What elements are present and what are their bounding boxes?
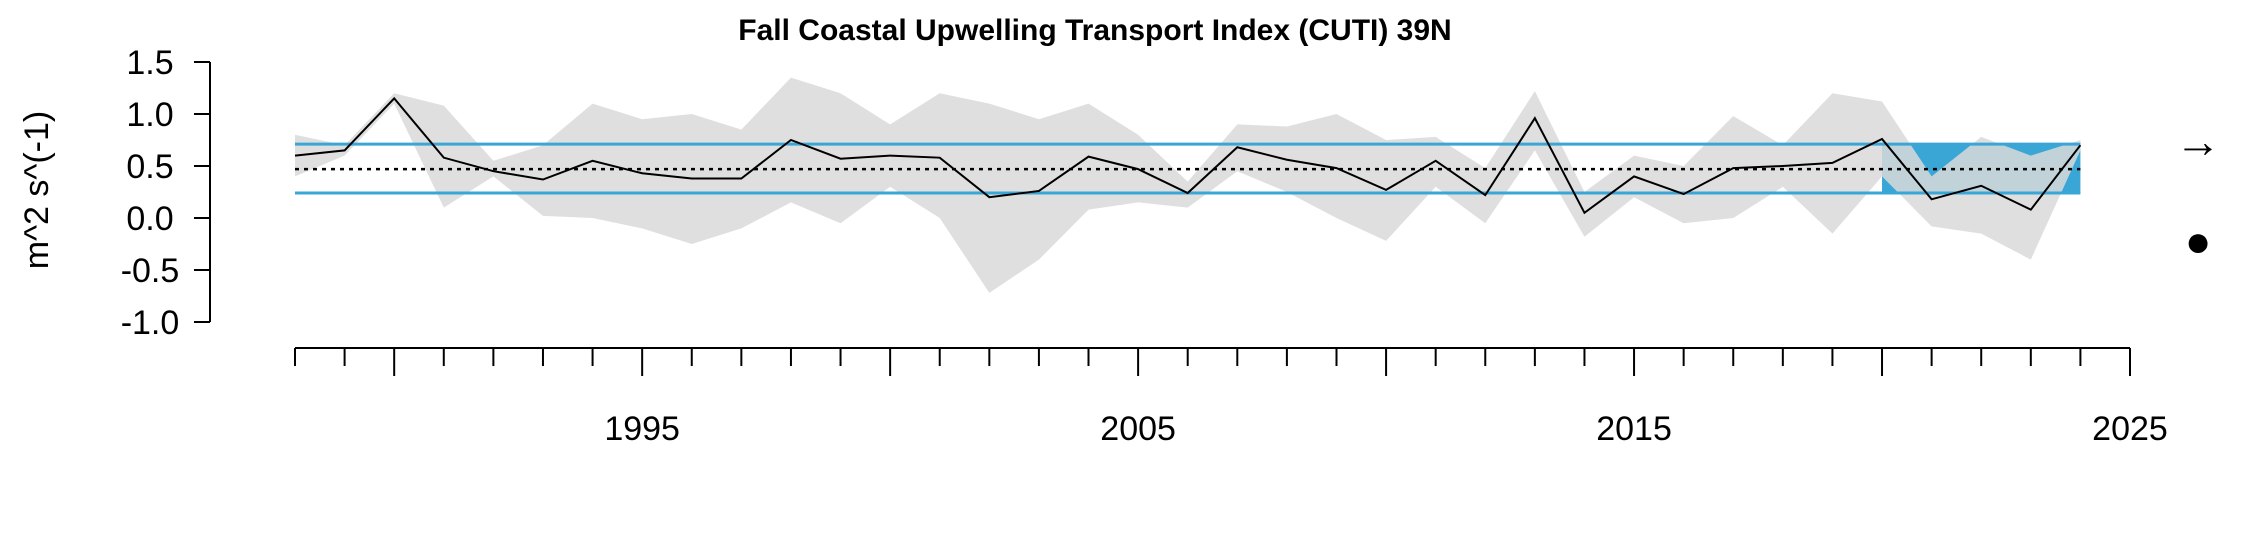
x-tick-label: 1995 xyxy=(604,410,680,448)
y-tick-label: 0.0 xyxy=(126,200,173,238)
y-tick-label: 1.0 xyxy=(126,96,173,134)
chart-title: Fall Coastal Upwelling Transport Index (… xyxy=(738,14,1451,47)
y-tick-label: -0.5 xyxy=(121,252,180,290)
x-tick-label: 2015 xyxy=(1596,410,1672,448)
y-tick-label: 1.5 xyxy=(126,44,173,82)
x-axis: 1995 2005 2015 2025 xyxy=(294,347,2168,448)
series-layer xyxy=(294,96,2082,215)
mean-dot-icon: ● xyxy=(2185,217,2212,266)
y-tick-label: -1.0 xyxy=(121,304,180,342)
confidence-band xyxy=(295,77,2081,293)
x-tick-label: 2005 xyxy=(1100,410,1176,448)
confidence-band-layer xyxy=(295,77,2081,293)
series-line xyxy=(294,96,2082,215)
x-tick-label: 2025 xyxy=(2092,410,2168,448)
trend-arrow-icon: → xyxy=(2175,115,2221,167)
y-axis: 1.5 1.0 0.5 0.0 -0.5 -1.0 xyxy=(121,44,211,342)
y-axis-label: m^2 s^(-1) xyxy=(18,111,56,269)
y-tick-label: 0.5 xyxy=(126,148,173,186)
